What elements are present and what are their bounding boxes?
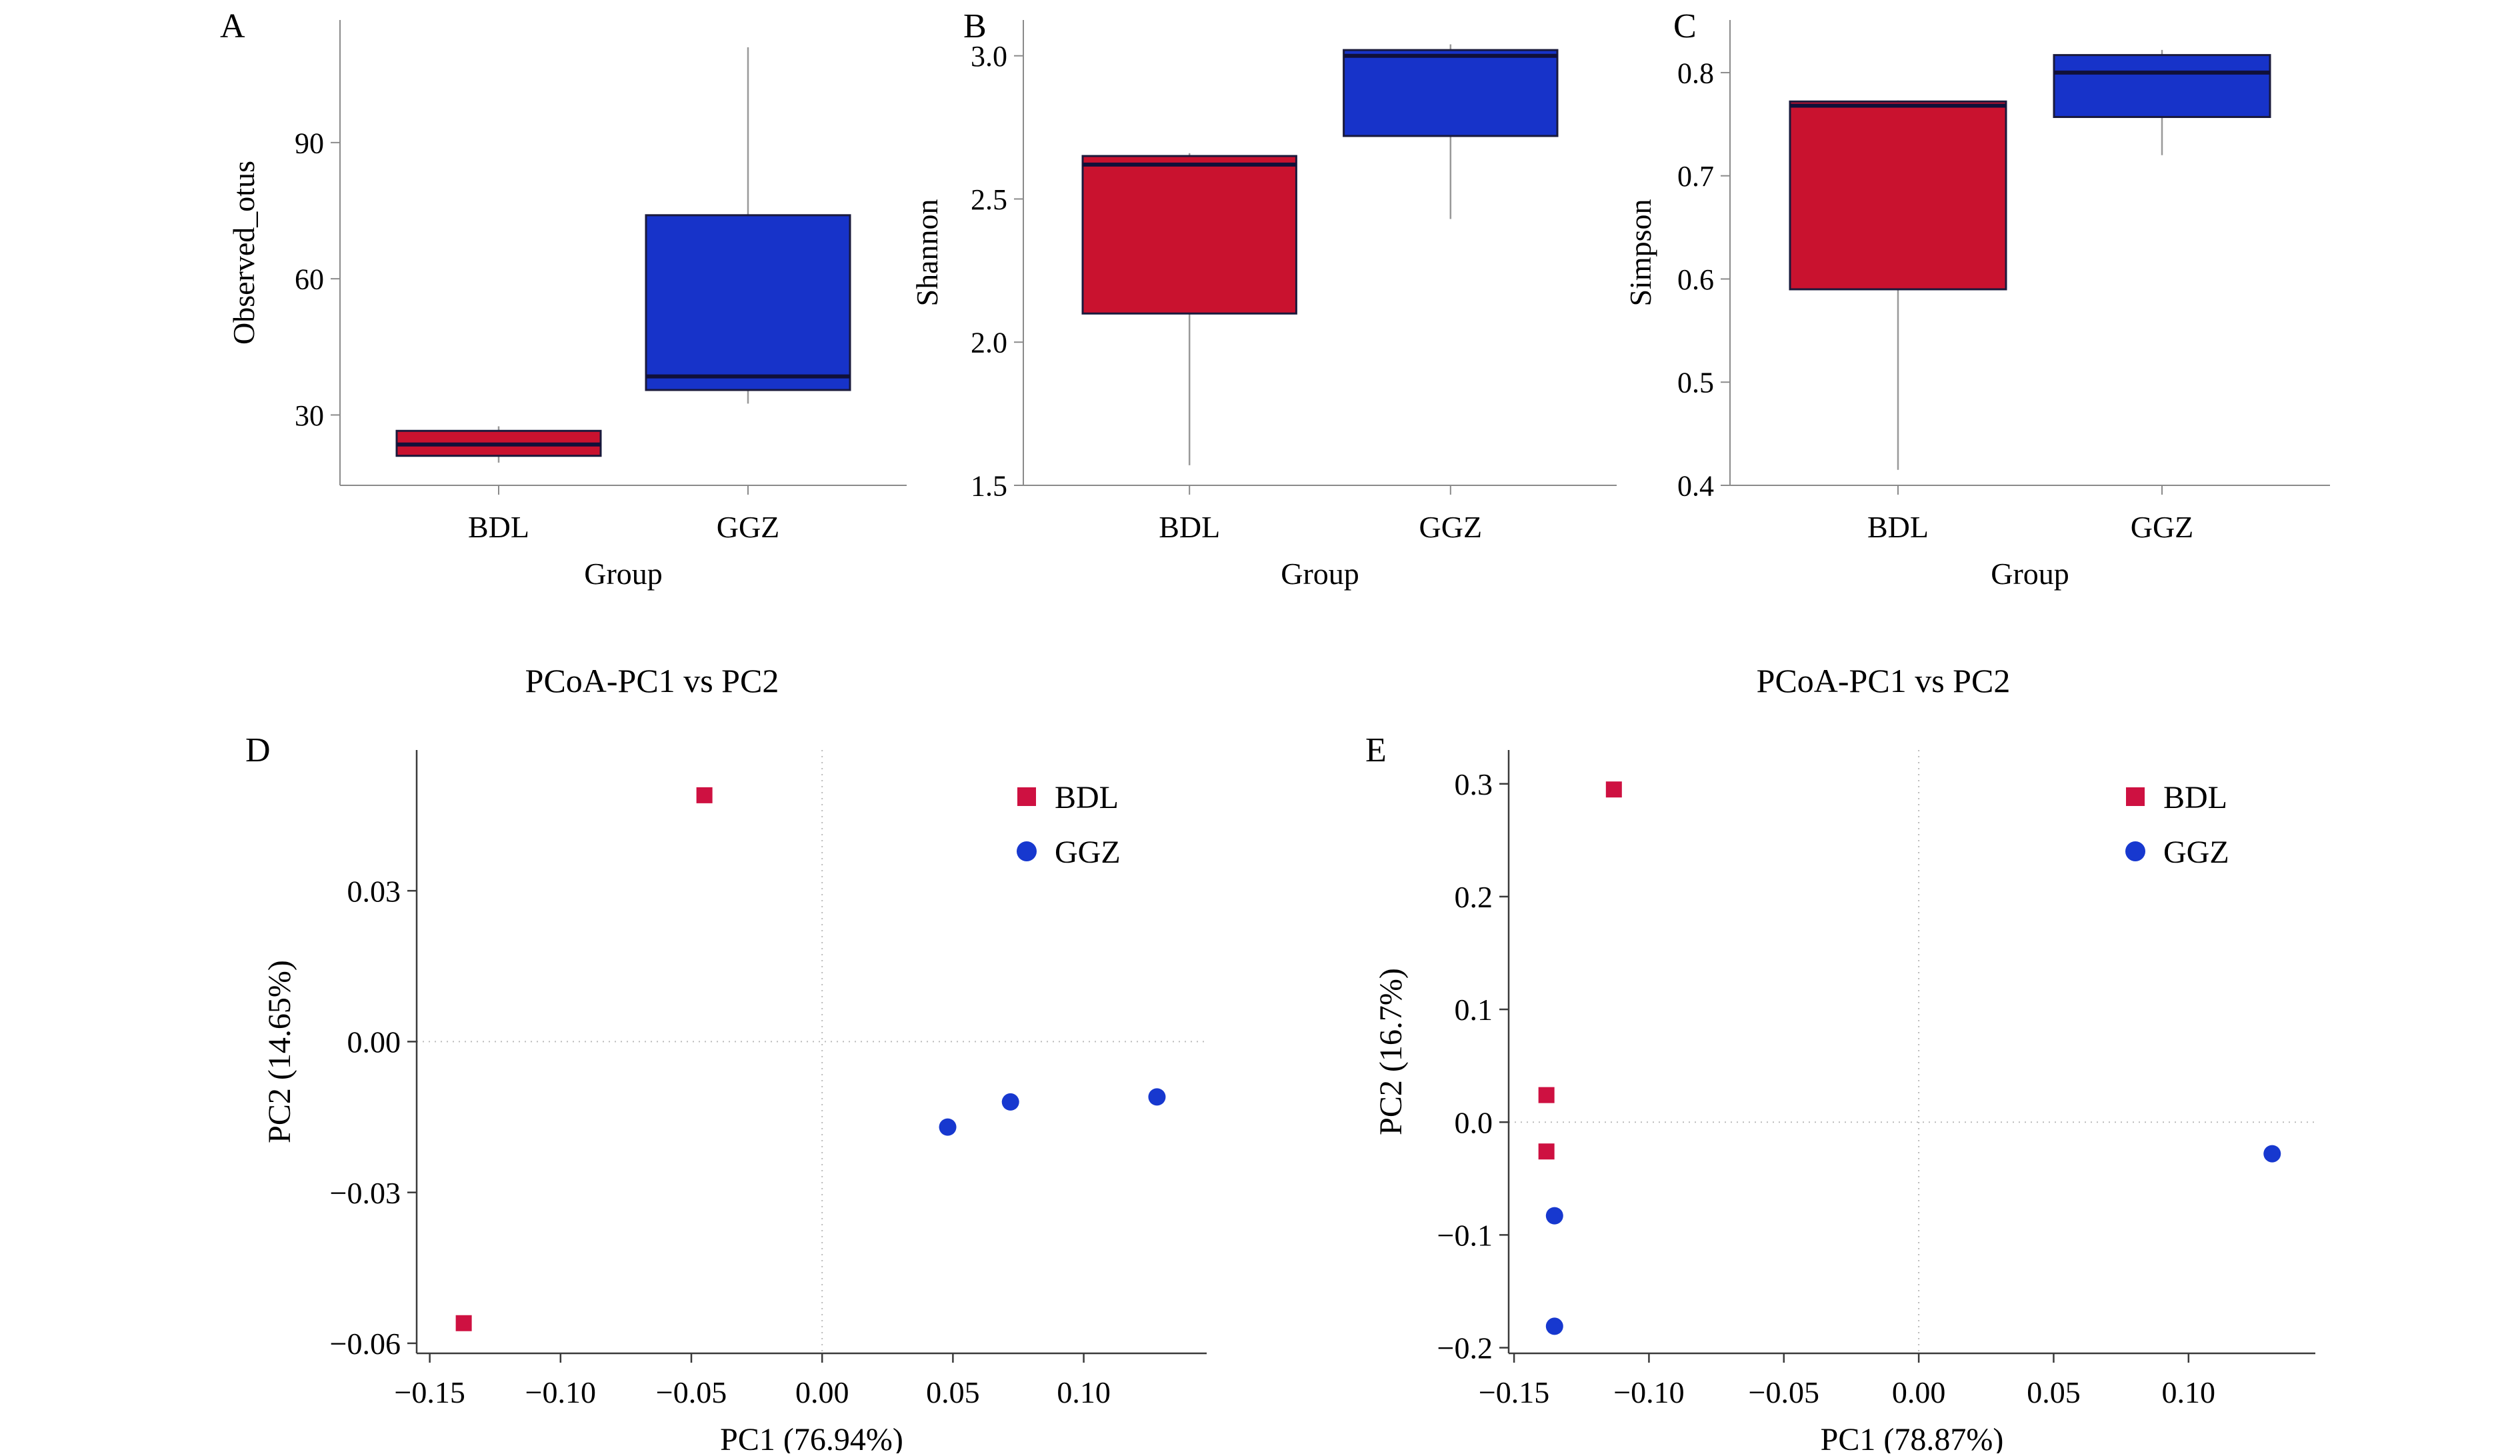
svg-text:−0.10: −0.10: [1613, 1375, 1684, 1409]
svg-text:Shannon: Shannon: [910, 199, 944, 307]
svg-text:0.03: 0.03: [347, 874, 401, 908]
svg-text:0.10: 0.10: [2162, 1375, 2216, 1409]
svg-text:0.4: 0.4: [1677, 469, 1714, 502]
svg-text:BDL: BDL: [1159, 510, 1220, 544]
svg-text:0.2: 0.2: [1455, 880, 1493, 914]
shannon-boxplot: 1.5 2.0 2.5 3.0 BDL GGZ Group Shannon: [910, 20, 1617, 591]
panel-letter-c: C: [1673, 7, 1697, 45]
panel-shannon: 1.5 2.0 2.5 3.0 BDL GGZ Group Shannon: [863, 5, 1637, 629]
pcoa-scatter-d: −0.15 −0.10 −0.05 0.00 0.05 0.10 0.03 0.00 −0.03…: [262, 750, 1207, 1453]
svg-text:2.5: 2.5: [971, 183, 1007, 216]
panel-letter-a: A: [220, 7, 245, 45]
panel-simpson: 0.4 0.5 0.6 0.7 0.8 BDL GGZ Group Simpson: [1577, 5, 2353, 629]
svg-text:BDL: BDL: [468, 510, 529, 544]
simpson-boxplot: 0.4 0.5 0.6 0.7 0.8 BDL GGZ Group Simpson: [1623, 20, 2330, 591]
svg-text:Group: Group: [1991, 557, 2069, 591]
svg-text:BDL: BDL: [1055, 780, 1119, 815]
svg-text:60: 60: [295, 263, 324, 296]
svg-text:0.5: 0.5: [1677, 367, 1714, 399]
svg-text:−0.03: −0.03: [330, 1176, 401, 1210]
pcoa-title-e: PCoA-PC1 vs PC2: [1756, 662, 2011, 699]
pcoa-scatter-e: −0.15 −0.10 −0.05 0.00 0.05 0.10 0.3 0.2 0.1 0.0 −…: [1373, 750, 2315, 1453]
svg-text:0.00: 0.00: [795, 1375, 849, 1409]
svg-text:−0.06: −0.06: [330, 1327, 401, 1361]
svg-text:−0.15: −0.15: [1479, 1375, 1549, 1409]
svg-text:0.05: 0.05: [926, 1375, 980, 1409]
svg-text:GGZ: GGZ: [2131, 510, 2194, 544]
svg-text:Observed_otus: Observed_otus: [227, 161, 261, 345]
panel-letter-b: B: [963, 7, 987, 45]
svg-text:PC1 (78.87%): PC1 (78.87%): [1821, 1422, 2004, 1453]
svg-text:PC1 (76.94%): PC1 (76.94%): [720, 1422, 903, 1453]
observed-otus-boxplot: 30 60 90 BDL GGZ Group Observed_otus: [227, 20, 907, 591]
panel-letter-e: E: [1365, 731, 1387, 769]
svg-text:PC2 (14.65%): PC2 (14.65%): [262, 960, 297, 1143]
svg-text:0.05: 0.05: [2027, 1375, 2081, 1409]
panel-observed-otus: 30 60 90 BDL GGZ Group Observed_otus: [180, 5, 923, 629]
svg-text:0.7: 0.7: [1677, 160, 1714, 193]
svg-text:0.00: 0.00: [1892, 1375, 1946, 1409]
svg-text:GGZ: GGZ: [1055, 835, 1121, 870]
svg-text:Simpson: Simpson: [1623, 199, 1657, 306]
svg-text:−0.10: −0.10: [525, 1375, 596, 1409]
svg-text:0.3: 0.3: [1455, 767, 1493, 801]
svg-text:0.0: 0.0: [1455, 1105, 1493, 1139]
svg-text:0.10: 0.10: [1057, 1375, 1111, 1409]
svg-text:0.6: 0.6: [1677, 263, 1714, 296]
panel-pcoa-e: −0.15 −0.10 −0.05 0.00 0.05 0.10 0.3 0.2 0.1 0.0 −…: [1340, 720, 2380, 1453]
svg-text:GGZ: GGZ: [1419, 510, 1483, 544]
svg-text:GGZ: GGZ: [2163, 835, 2229, 870]
svg-text:−0.2: −0.2: [1437, 1331, 1493, 1365]
svg-text:−0.05: −0.05: [1749, 1375, 1819, 1409]
svg-text:BDL: BDL: [2163, 780, 2227, 815]
svg-text:BDL: BDL: [1867, 510, 1929, 544]
svg-text:−0.15: −0.15: [394, 1375, 465, 1409]
svg-text:1.5: 1.5: [971, 469, 1007, 502]
svg-text:3.0: 3.0: [971, 40, 1007, 73]
svg-text:Group: Group: [1281, 557, 1359, 591]
svg-text:90: 90: [295, 127, 324, 159]
svg-text:30: 30: [295, 399, 324, 432]
svg-text:0.8: 0.8: [1677, 57, 1714, 89]
svg-text:−0.05: −0.05: [656, 1375, 727, 1409]
svg-text:0.00: 0.00: [347, 1025, 401, 1059]
svg-text:PC2 (16.7%): PC2 (16.7%): [1373, 968, 1409, 1135]
panel-letter-d: D: [245, 731, 271, 769]
svg-text:−0.1: −0.1: [1437, 1218, 1493, 1252]
svg-text:2.0: 2.0: [971, 327, 1007, 359]
svg-text:Group: Group: [584, 557, 663, 591]
svg-text:0.1: 0.1: [1455, 993, 1493, 1027]
pcoa-title-d: PCoA-PC1 vs PC2: [525, 662, 779, 699]
panel-pcoa-d: −0.15 −0.10 −0.05 0.00 0.05 0.10 0.03 0.00 −0.03…: [253, 720, 1253, 1453]
svg-text:GGZ: GGZ: [717, 510, 780, 544]
